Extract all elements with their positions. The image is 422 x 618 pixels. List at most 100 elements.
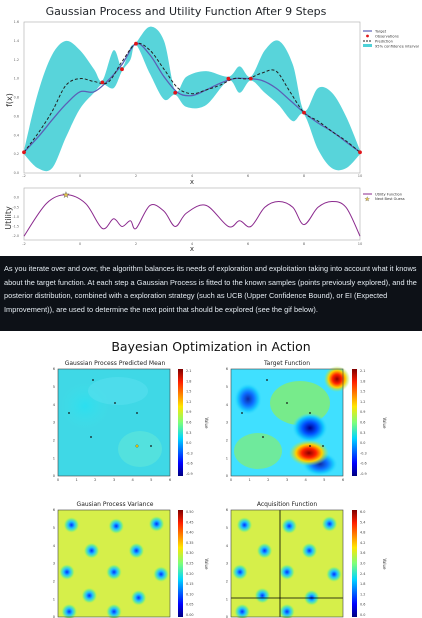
colorbar-tick-label: 1.8 xyxy=(360,582,365,586)
observation-point xyxy=(173,91,177,95)
y-tick-label: 4 xyxy=(53,403,56,407)
acquisition-spot xyxy=(232,564,248,580)
gp-y-tick-label: 0.6 xyxy=(14,114,19,118)
colorbar-tick-label: 2.1 xyxy=(360,369,365,373)
gp-y-axis-label: f(x) xyxy=(5,93,14,107)
acquisition-colorbar-ticks: 6.05.44.84.23.63.02.41.81.20.60.0 xyxy=(360,510,365,617)
utility-x-tick-label: 10 xyxy=(358,242,363,246)
variance-spot xyxy=(149,516,165,532)
utility-y-tick-label: -1.5 xyxy=(12,225,19,229)
colorbar-tick-label: -0.3 xyxy=(360,451,367,455)
colorbar-tick-label: 0.40 xyxy=(186,531,194,535)
colorbar-tick-label: 0.6 xyxy=(360,421,365,425)
colorbar-tick-label: 1.5 xyxy=(186,390,191,394)
variance-spot xyxy=(131,590,147,606)
colorbar-tick-label: 0.10 xyxy=(186,592,194,596)
gp-legend: Target Observations Prediction 95% confi… xyxy=(361,28,419,50)
observation-point xyxy=(134,42,138,46)
variance-spot xyxy=(108,518,124,534)
x-tick-label: 5 xyxy=(150,478,152,482)
legend-star-icon: ★ xyxy=(365,196,370,203)
y-tick-label: 4 xyxy=(53,544,56,548)
mean-region-3 xyxy=(88,377,148,405)
colorbar-tick-label: 0.0 xyxy=(186,441,191,445)
sample-point xyxy=(286,402,288,404)
predicted-mean-colorbar xyxy=(178,369,183,476)
acquisition-spot xyxy=(257,543,273,559)
predicted-mean-colorbar-label: Value xyxy=(204,418,209,430)
acquisition-spot xyxy=(254,588,270,604)
colorbar-tick-label: 0.9 xyxy=(186,410,191,414)
y-tick-label: 1 xyxy=(53,597,55,601)
target-cold-spot xyxy=(292,413,328,443)
gp-y-tick-label: 1.2 xyxy=(14,58,19,62)
y-tick-label: 3 xyxy=(226,562,228,566)
variance-spot xyxy=(128,543,144,559)
y-tick-label: 2 xyxy=(226,439,228,443)
colorbar-tick-label: -0.6 xyxy=(186,462,193,466)
acquisition-spot xyxy=(301,543,317,559)
observation-point xyxy=(249,77,253,81)
panel-target-function-title: Target Function xyxy=(263,360,310,367)
colorbar-tick-label: 0.00 xyxy=(186,613,194,617)
gp-figure-title: Gaussian Process and Utility Function Af… xyxy=(46,5,327,18)
utility-y-tick-label: -2.0 xyxy=(12,234,19,238)
sample-point xyxy=(309,412,311,414)
x-tick-label: 6 xyxy=(169,478,172,482)
colorbar-tick-label: 0.6 xyxy=(186,421,191,425)
legend-utility-label: Utility Function xyxy=(375,193,402,197)
utility-x-tick-label: 6 xyxy=(247,242,250,246)
x-tick-label: 0 xyxy=(57,478,60,482)
colorbar-tick-label: 0.9 xyxy=(360,410,365,414)
gp-x-tick-label: -2 xyxy=(22,174,26,178)
y-tick-label: 5 xyxy=(226,385,228,389)
acquisition-colorbar xyxy=(352,510,357,617)
bayesian-optimization-figure: Bayesian Optimization in Action Gaussian… xyxy=(0,331,422,618)
acquisition-spot xyxy=(326,566,342,582)
gp-variance-colorbar xyxy=(178,510,183,617)
variance-spot xyxy=(63,517,79,533)
sample-point xyxy=(136,412,138,414)
target-function-colorbar-label: Value xyxy=(382,418,387,430)
x-tick-label: 3 xyxy=(113,478,115,482)
y-tick-label: 1 xyxy=(53,456,55,460)
gp-x-axis-label: x xyxy=(190,178,194,186)
colorbar-tick-label: 0.50 xyxy=(186,510,194,514)
legend-prediction-label: Prediction xyxy=(375,40,393,44)
colorbar-tick-label: -0.3 xyxy=(186,451,193,455)
best-point xyxy=(136,445,139,448)
colorbar-tick-label: -0.6 xyxy=(360,462,367,466)
utility-x-tick-label: 2 xyxy=(135,242,137,246)
colorbar-tick-label: 0.25 xyxy=(186,562,194,566)
gp-x-tick-label: 8 xyxy=(303,174,306,178)
x-tick-label: 1 xyxy=(76,478,78,482)
legend-target-label: Target xyxy=(374,30,387,34)
utility-y-tick-label: 0.0 xyxy=(14,196,19,200)
panel-acquisition-title: Acquisition Function xyxy=(257,501,317,508)
observation-point xyxy=(227,77,231,81)
colorbar-tick-label: 0.15 xyxy=(186,582,194,586)
panel-gp-variance-title: Gausian Process Variance xyxy=(77,501,154,508)
sample-point xyxy=(241,412,243,414)
gp-y-tick-label: 0.0 xyxy=(14,171,19,175)
sample-point xyxy=(266,379,268,381)
colorbar-tick-label: 5.4 xyxy=(360,520,365,524)
sample-point xyxy=(68,412,70,414)
variance-spot xyxy=(153,566,169,582)
y-tick-label: 0 xyxy=(226,474,229,478)
variance-spot xyxy=(106,564,122,580)
explanation-paragraph: As you iterate over and over, the algori… xyxy=(4,262,418,316)
bo-figure-svg: Bayesian Optimization in Action Gaussian… xyxy=(0,331,422,618)
gp-x-tick-label: 6 xyxy=(247,174,250,178)
colorbar-tick-label: 0.45 xyxy=(186,520,194,524)
colorbar-tick-label: 1.2 xyxy=(360,592,365,596)
y-tick-label: 2 xyxy=(53,439,55,443)
variance-spot xyxy=(59,564,75,580)
target-function-colorbar xyxy=(352,369,357,476)
gp-x-tick-label: 10 xyxy=(358,174,363,178)
utility-x-tick-label: -2 xyxy=(22,242,26,246)
gp-variance-colorbar-ticks: 0.50 0.45 0.40 0.35 0.30 0.25 0.20 0.15 0.10 0.05… xyxy=(186,510,194,617)
x-tick-label: 4 xyxy=(305,478,308,482)
utility-y-ticks: 0.0-0.5-1.0-1.5-2.0 xyxy=(12,196,19,238)
colorbar-tick-label: 0.0 xyxy=(360,441,365,445)
